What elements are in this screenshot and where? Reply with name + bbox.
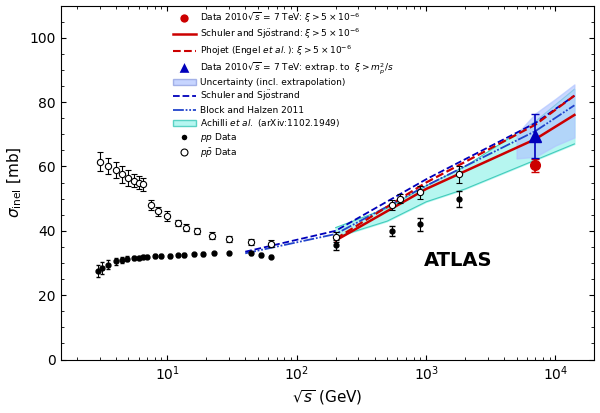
Legend: Data 2010$\sqrt{s}$ = 7 TeV: $\xi > 5\times10^{-6}$, Schuler and Sj$\ddot{\mathr: Data 2010$\sqrt{s}$ = 7 TeV: $\xi > 5\ti… [169,7,397,163]
X-axis label: $\sqrt{s}$ (GeV): $\sqrt{s}$ (GeV) [292,389,363,408]
Y-axis label: $\sigma_{\mathrm{inel}}$ [mb]: $\sigma_{\mathrm{inel}}$ [mb] [5,147,24,218]
Text: ATLAS: ATLAS [424,251,492,270]
